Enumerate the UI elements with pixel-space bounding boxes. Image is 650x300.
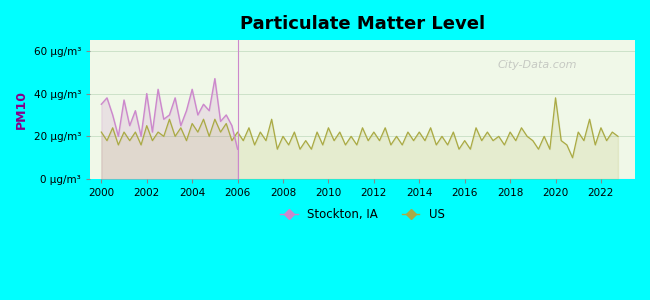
Text: City-Data.com: City-Data.com: [497, 60, 577, 70]
Title: Particulate Matter Level: Particulate Matter Level: [240, 15, 485, 33]
Legend: Stockton, IA, US: Stockton, IA, US: [276, 204, 449, 226]
Y-axis label: PM10: PM10: [15, 90, 28, 129]
